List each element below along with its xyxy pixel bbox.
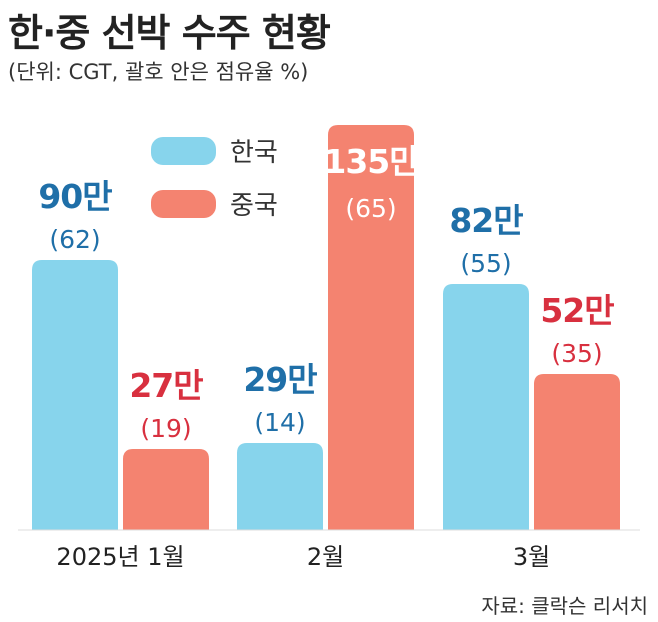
chart-title: 한·중 선박 수주 현황: [8, 11, 331, 55]
data-label-value: 90만: [38, 177, 112, 216]
x-tick-label: 3월: [513, 543, 550, 571]
data-label-value: 82만: [449, 201, 523, 240]
bar-korea: [237, 443, 323, 530]
data-label-share: (14): [254, 408, 305, 437]
bar-china: [328, 125, 414, 530]
legend-swatch-korea: [151, 137, 216, 165]
bar-korea: [32, 260, 118, 530]
bar-korea: [443, 284, 529, 530]
legend-label: 한국: [230, 138, 278, 168]
data-label-share: (19): [140, 414, 191, 443]
bar-china: [534, 374, 620, 530]
data-label-value: 52만: [540, 291, 614, 330]
data-label-value: 27만: [129, 366, 203, 405]
data-label-share: (55): [460, 249, 511, 278]
data-label-share: (35): [551, 339, 602, 368]
data-label-value: 29만: [243, 360, 317, 399]
legend-swatch-china: [151, 190, 216, 218]
source-note: 자료: 클락슨 리서치: [481, 594, 648, 618]
bar-china: [123, 449, 209, 530]
chart-subtitle: (단위: CGT, 괄호 안은 점유율 %): [8, 60, 309, 84]
legend-label: 중국: [230, 191, 278, 221]
x-tick-label: 2025년 1월: [56, 543, 184, 571]
x-tick-label: 2월: [307, 543, 344, 571]
data-label-share: (65): [345, 194, 396, 223]
data-label-share: (62): [49, 225, 100, 254]
data-label-value: 135만: [323, 142, 419, 181]
